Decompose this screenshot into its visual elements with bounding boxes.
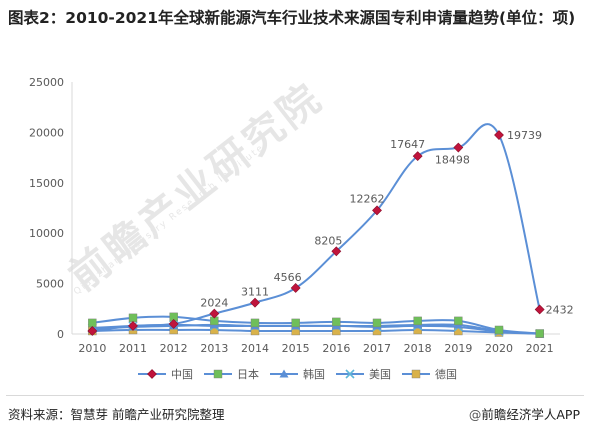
credit: @前瞻经济学人APP — [469, 404, 580, 423]
data-point — [534, 304, 545, 315]
legend-marker — [345, 369, 355, 379]
legend-label: 德国 — [435, 367, 457, 381]
data-point — [494, 130, 504, 140]
data-point — [535, 329, 544, 338]
data-point — [412, 151, 423, 162]
legend-label: 日本 — [237, 367, 259, 381]
series-line — [92, 323, 540, 335]
data-point — [372, 205, 382, 216]
y-tick-label: 25000 — [29, 76, 64, 89]
y-tick-label: 10000 — [29, 227, 64, 240]
y-tick-label: 15000 — [29, 177, 64, 190]
series-layer — [87, 123, 545, 339]
y-axis: 0 5000 10000 15000 20000 25000 — [29, 76, 73, 341]
legend-label: 美国 — [369, 368, 391, 381]
data-label: 18498 — [435, 154, 470, 167]
legend-item-中国: 中国 — [138, 368, 193, 381]
x-tick-label: 2013 — [200, 342, 228, 355]
legend-item-美国: 美国 — [336, 368, 391, 381]
data-label: 19739 — [507, 129, 542, 142]
legend-item-韩国: 韩国 — [270, 367, 325, 381]
x-tick-label: 2017 — [363, 342, 391, 355]
legend-marker — [411, 369, 421, 379]
legend-item-日本: 日本 — [204, 367, 259, 381]
data-point — [290, 283, 301, 293]
x-tick-label: 2021 — [526, 342, 554, 355]
x-tick-label: 2020 — [485, 342, 513, 355]
legend-item-德国: 德国 — [402, 367, 457, 381]
data-point — [291, 318, 300, 328]
data-point — [453, 142, 464, 153]
x-tick-label: 2012 — [160, 342, 188, 355]
data-point — [128, 321, 138, 331]
x-tick-label: 2016 — [322, 342, 350, 355]
x-tick-label: 2018 — [404, 342, 432, 355]
legend-marker — [213, 369, 223, 379]
data-point — [87, 326, 98, 336]
x-axis: 2010 2011 2012 2013 2014 2015 2016 2017 2018 2019… — [72, 333, 560, 355]
x-tick-label: 2019 — [444, 342, 472, 355]
data-label: 17647 — [390, 138, 425, 151]
legend-label: 韩国 — [303, 367, 325, 381]
data-label: 3111 — [241, 286, 269, 299]
y-tick-label: 5000 — [36, 278, 64, 291]
legend-label: 中国 — [171, 368, 193, 381]
data-point — [250, 297, 260, 308]
data-point — [413, 316, 422, 326]
legend-marker — [279, 369, 289, 378]
y-tick-label: 20000 — [29, 126, 64, 139]
data-point — [168, 318, 179, 329]
data-label: 4566 — [274, 271, 302, 284]
data-point — [332, 317, 341, 327]
chart-title: 图表2：2010-2021年全球新能源汽车行业技术来源国专利申请量趋势(单位：项… — [8, 9, 576, 27]
series-line — [92, 328, 540, 335]
data-point — [128, 313, 138, 323]
data-point — [331, 246, 342, 257]
data-point — [88, 318, 97, 328]
data-point — [209, 308, 220, 319]
source-note: 资料来源：智慧芽 前瞻产业研究院整理 — [8, 407, 225, 422]
x-tick-label: 2010 — [78, 342, 106, 355]
legend: 中国 日本 韩国 美国 德国 — [138, 367, 457, 381]
data-label: 8205 — [314, 234, 342, 247]
series-line — [92, 123, 541, 332]
data-label: 2024 — [200, 297, 228, 310]
data-point — [494, 325, 504, 335]
data-point — [454, 316, 463, 326]
data-label: 12262 — [350, 192, 385, 205]
credit-text: 前瞻经济学人APP — [481, 407, 580, 422]
data-labels: 2024 3111 4566 8205 12262 17647 18498 19739 2432 — [200, 129, 573, 316]
data-label: 2432 — [546, 303, 574, 316]
data-point — [372, 318, 382, 328]
series-日本 — [88, 312, 544, 338]
y-tick-label: 0 — [57, 328, 64, 341]
series-中国 — [87, 123, 545, 336]
weibo-icon: @ — [468, 407, 482, 422]
x-tick-label: 2014 — [241, 342, 269, 355]
legend-marker — [147, 369, 157, 379]
footer-divider — [6, 395, 584, 396]
x-tick-label: 2015 — [282, 342, 310, 355]
data-point — [250, 318, 260, 328]
x-tick-label: 2011 — [119, 342, 147, 355]
